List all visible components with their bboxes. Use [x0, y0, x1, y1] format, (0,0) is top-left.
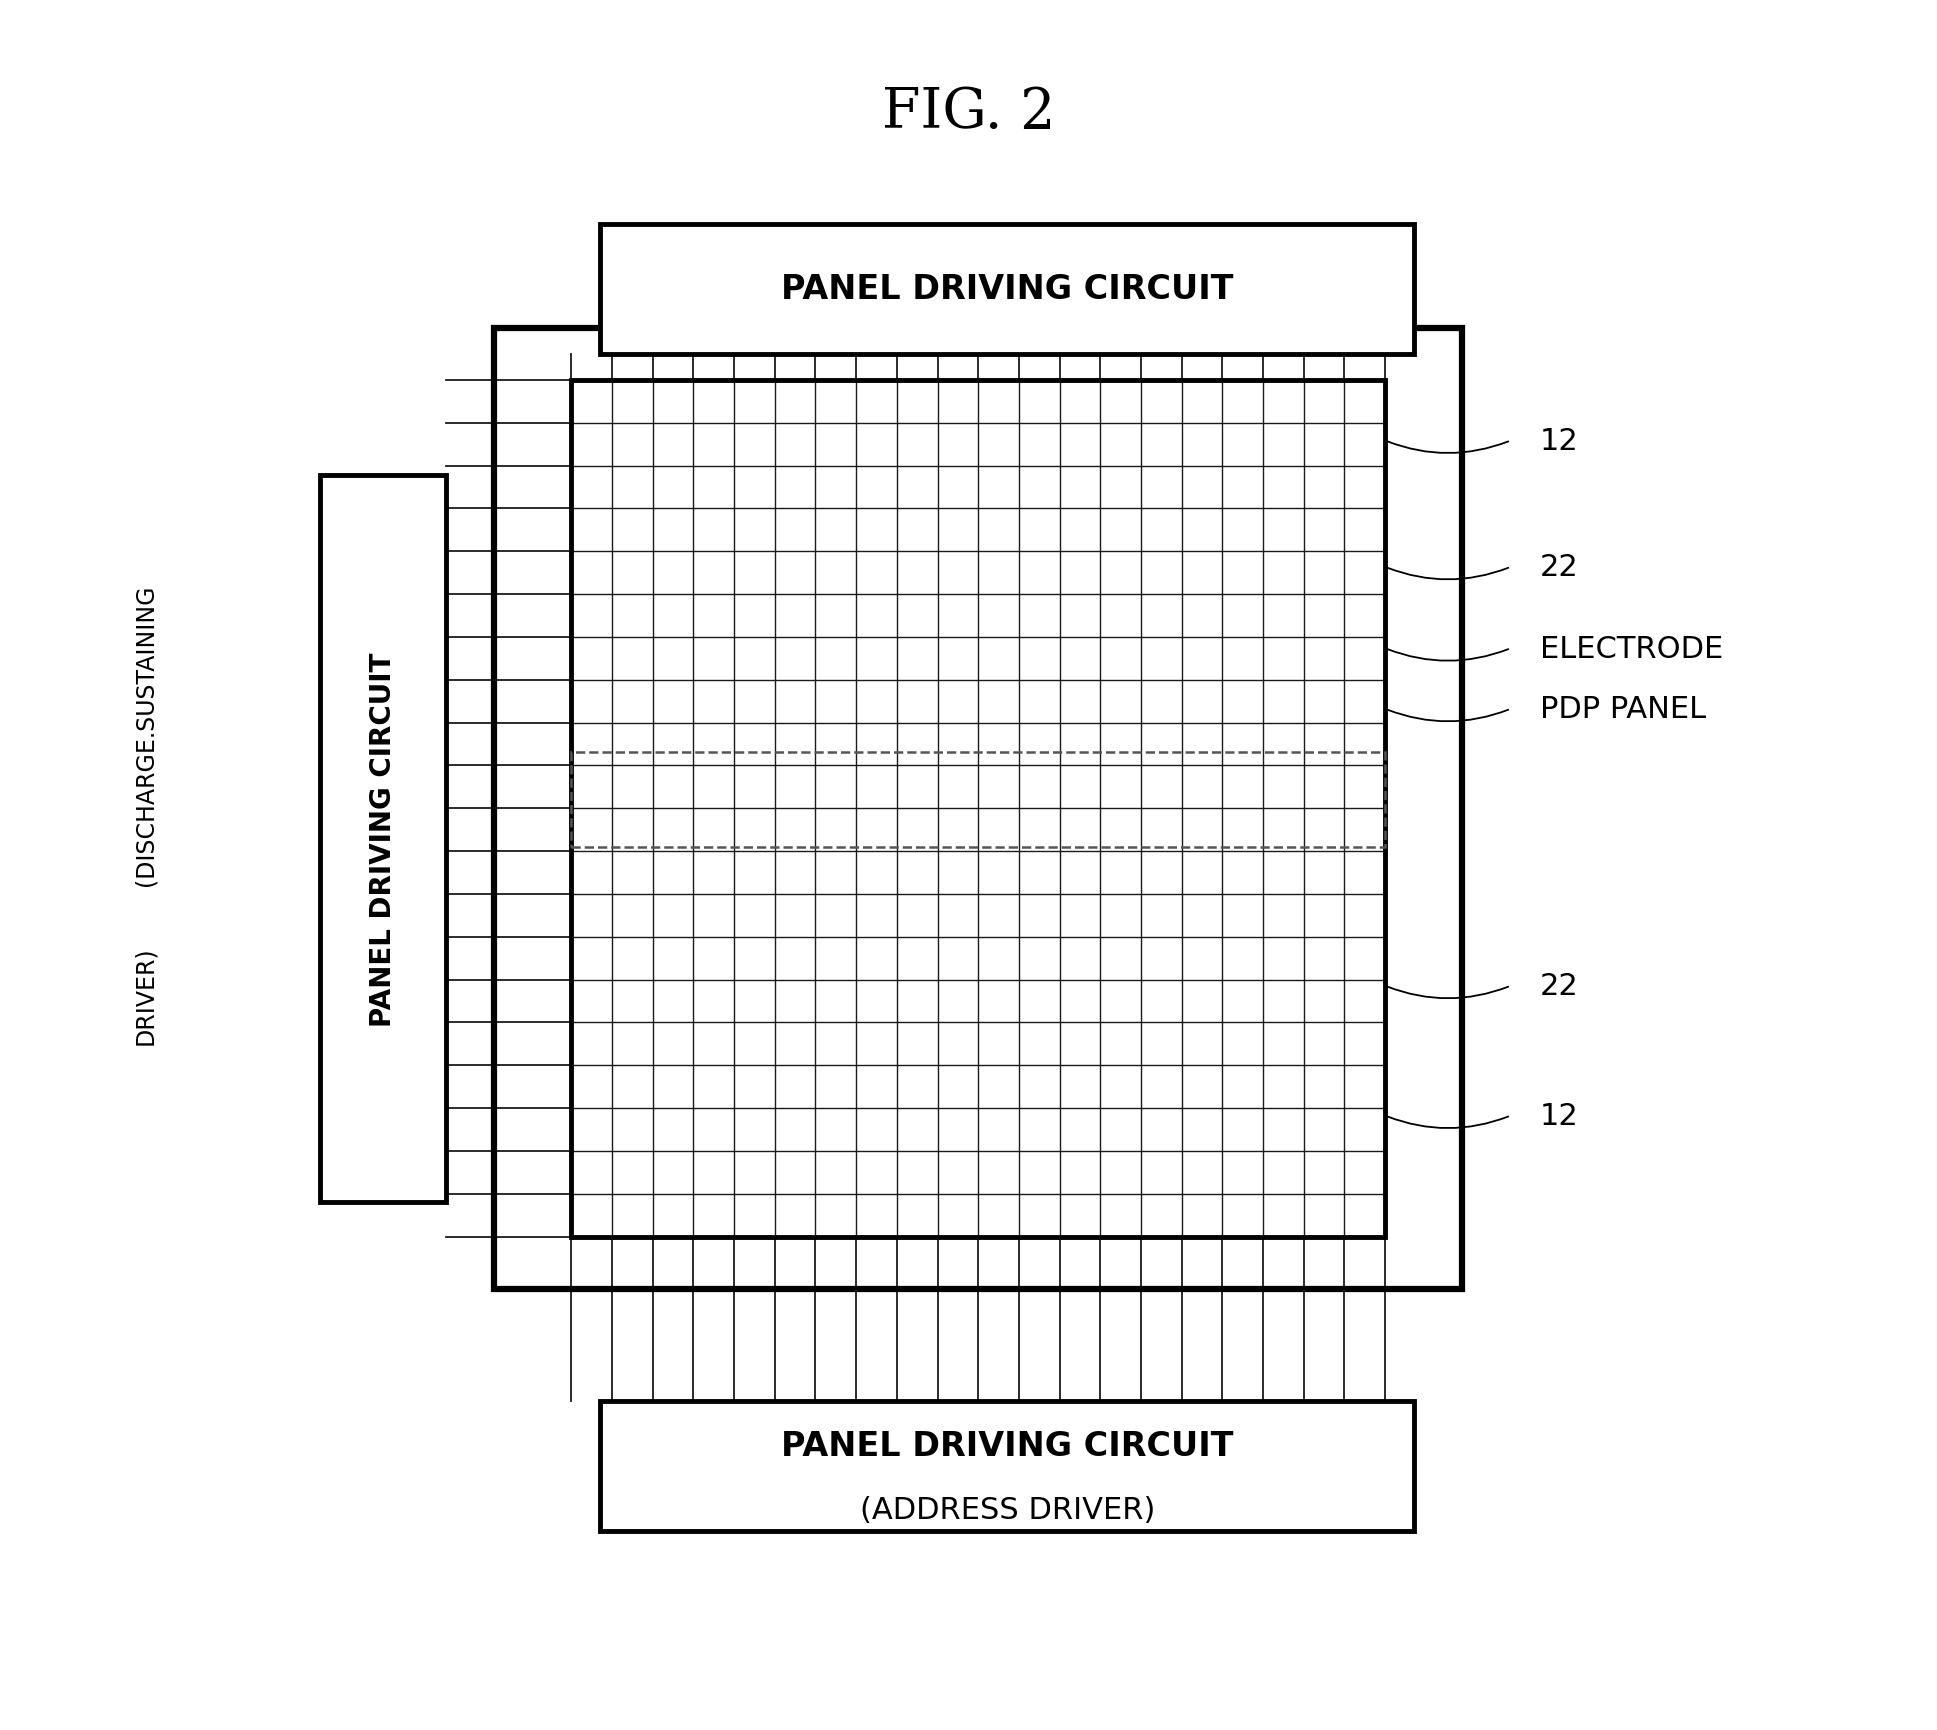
Text: PANEL DRIVING CIRCUIT: PANEL DRIVING CIRCUIT: [781, 273, 1234, 306]
Text: PDP PANEL: PDP PANEL: [1540, 695, 1706, 723]
Text: PANEL DRIVING CIRCUIT: PANEL DRIVING CIRCUIT: [781, 1429, 1234, 1462]
Bar: [600, 225, 1414, 355]
Text: (DISCHARGE.SUSTAINING: (DISCHARGE.SUSTAINING: [134, 585, 157, 886]
Text: 12: 12: [1540, 427, 1579, 455]
Text: 12: 12: [1540, 1102, 1579, 1130]
Text: 22: 22: [1540, 554, 1579, 581]
Bar: [571, 753, 1385, 848]
Bar: [571, 381, 1385, 1237]
Text: (ADDRESS DRIVER): (ADDRESS DRIVER): [860, 1495, 1154, 1524]
Bar: [494, 329, 1462, 1289]
Text: FIG. 2: FIG. 2: [881, 85, 1056, 140]
Text: PANEL DRIVING CIRCUIT: PANEL DRIVING CIRCUIT: [368, 652, 397, 1026]
Bar: [320, 476, 446, 1202]
Text: 22: 22: [1540, 972, 1579, 1000]
Text: ELECTRODE: ELECTRODE: [1540, 635, 1724, 663]
Bar: [600, 1401, 1414, 1531]
Text: DRIVER): DRIVER): [134, 946, 157, 1043]
